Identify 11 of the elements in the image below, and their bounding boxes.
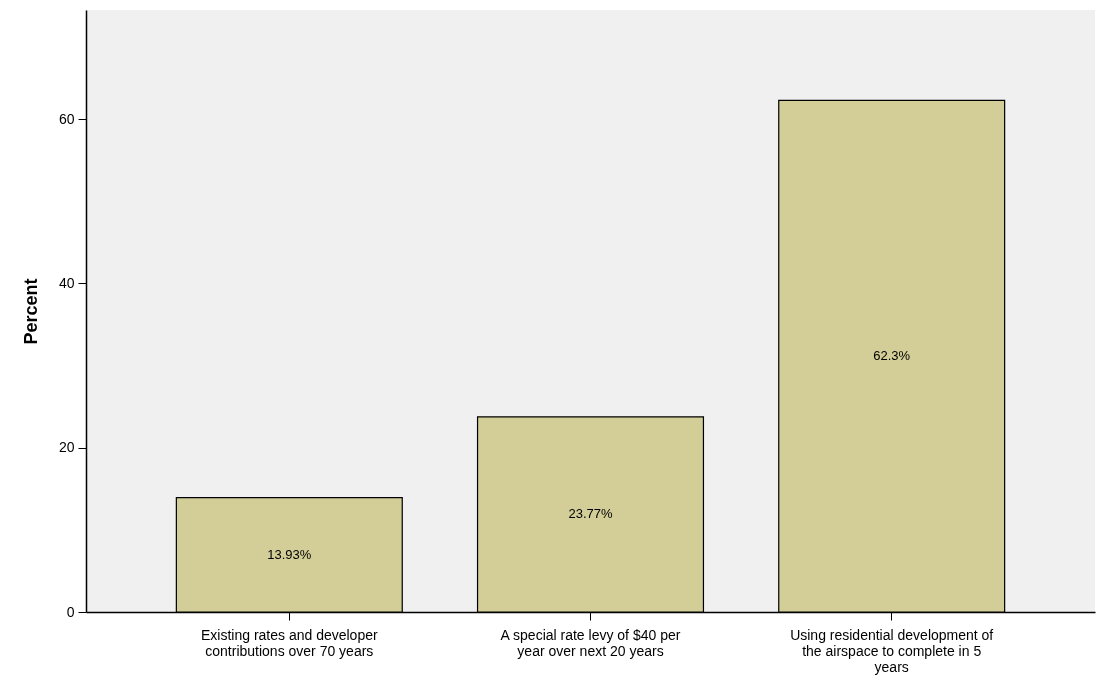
y-tick-label: 20 [58, 439, 75, 456]
x-tick-label: Using residential development of the airspace to complete in 5 years [790, 626, 994, 675]
x-tick-label: Existing rates and developer contributions over 70 years [200, 626, 378, 659]
x-tick-label: A special rate levy of $40 per year over next 20 years [500, 626, 681, 659]
y-tick-label: 0 [66, 603, 75, 620]
y-axis-title: Percent [20, 278, 41, 345]
data-label: 62.3% [873, 348, 911, 364]
y-tick-label: 60 [58, 110, 75, 127]
data-label: 23.77% [568, 506, 613, 522]
y-tick-label: 40 [58, 274, 75, 291]
data-label: 13.93% [267, 546, 312, 562]
